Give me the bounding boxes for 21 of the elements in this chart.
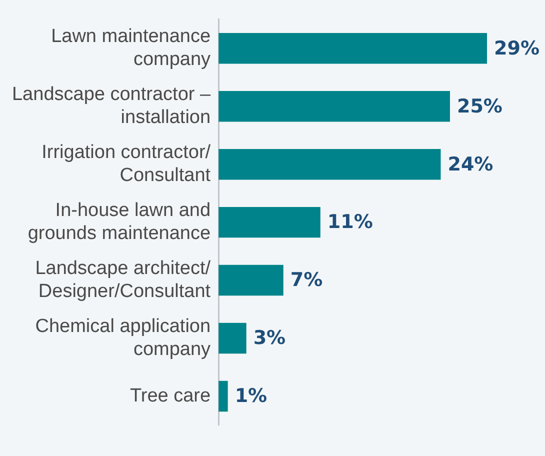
y-tick-label: In-house lawn and grounds maintenance [28,200,211,244]
y-tick-label: Irrigation contractor/ Consultant [42,142,212,186]
bar [218,380,228,412]
data-label: 1% [234,385,268,408]
data-label: 11% [327,211,373,234]
data-label: 3% [253,327,286,350]
data-label: 25% [456,95,502,118]
y-tick-label: Landscape contractor – installation [12,84,211,128]
bar [218,322,246,354]
y-tick-label: Lawn maintenance company [51,26,212,70]
bar [218,148,441,180]
bar [218,264,284,296]
data-label: 7% [290,269,323,292]
y-tick-label: Landscape architect/ Designer/Consultant [35,258,212,302]
data-label: 24% [448,153,494,176]
y-tick-label: Tree care [130,385,211,406]
data-label: 29% [494,37,540,60]
bar [218,206,320,238]
y-tick-label: Chemical application company [35,316,212,360]
bar [218,90,450,122]
bar [218,33,487,64]
